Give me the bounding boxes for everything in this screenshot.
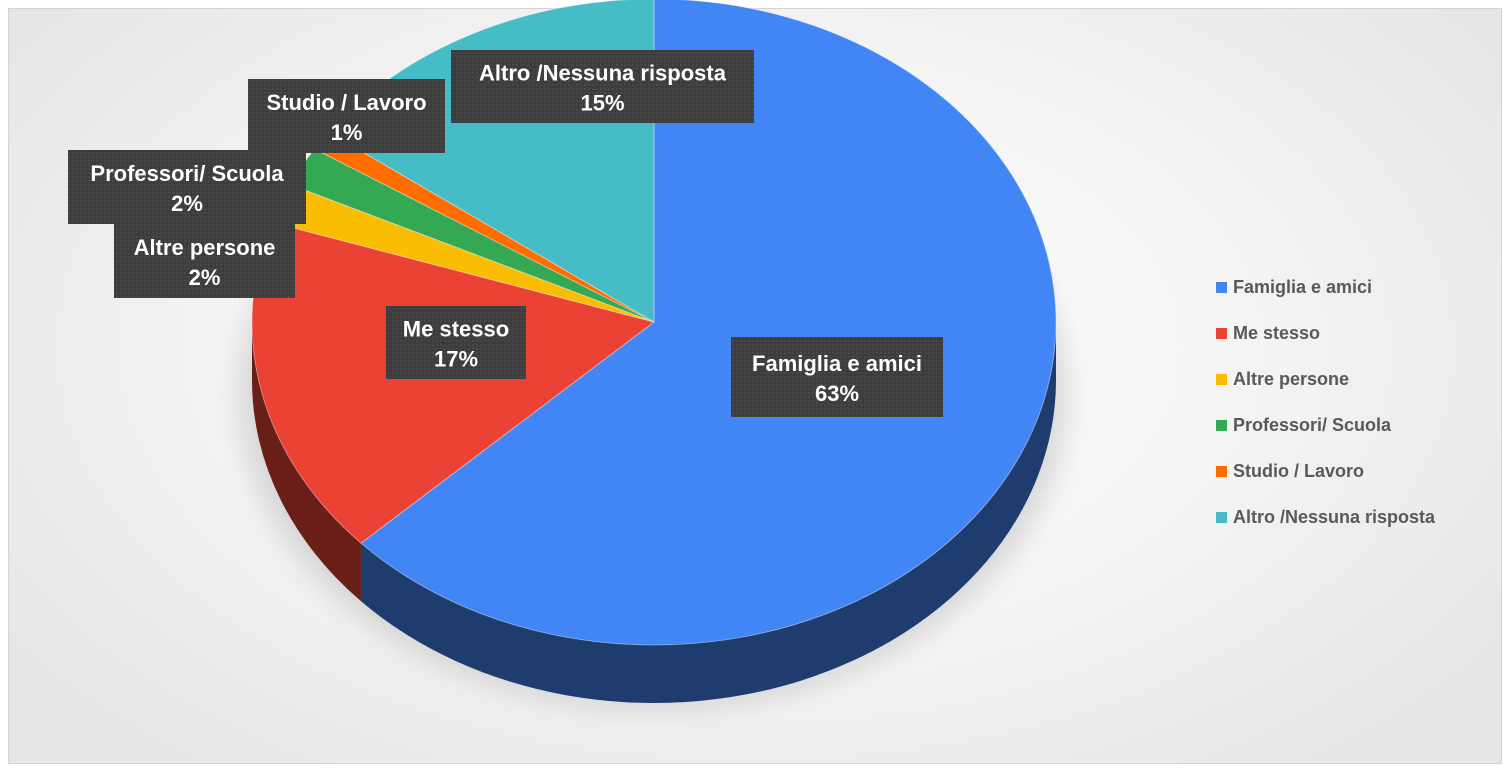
data-label-category: Professori/ Scuola: [90, 161, 284, 186]
data-label-category: Famiglia e amici: [752, 351, 922, 376]
legend-label: Famiglia e amici: [1233, 276, 1373, 297]
data-label-value: 63%: [815, 381, 859, 406]
legend-item: Professori/ Scuola: [1216, 402, 1435, 448]
data-label-value: 1%: [331, 120, 363, 145]
legend-label: Altre persone: [1233, 368, 1350, 389]
data-label-value: 17%: [434, 347, 478, 372]
legend-label: Professori/ Scuola: [1233, 414, 1392, 435]
legend-label: Altro /Nessuna risposta: [1233, 506, 1436, 527]
data-label-box: [386, 306, 526, 379]
data-label-box: [114, 224, 295, 298]
legend-item: Famiglia e amici: [1216, 264, 1435, 310]
data-label-box: [731, 337, 943, 417]
data-label-value: 2%: [189, 265, 221, 290]
slice-side: [252, 322, 361, 602]
data-label-category: Altro /Nessuna risposta: [479, 61, 727, 86]
data-label-box: [248, 79, 445, 153]
data-label-category: Altre persone: [134, 235, 276, 260]
legend-swatch: [1216, 511, 1227, 523]
data-label-value: 2%: [171, 191, 203, 216]
data-label-category: Me stesso: [403, 317, 509, 342]
pie-slice: [360, 0, 1057, 646]
legend-item: Studio / Lavoro: [1216, 448, 1435, 494]
legend-swatch: [1216, 373, 1227, 385]
legend: Famiglia e amici Me stesso Altre persone…: [1216, 264, 1435, 540]
legend-label: Me stesso: [1233, 322, 1321, 343]
legend-swatch: [1216, 281, 1227, 293]
legend-item: Altro /Nessuna risposta: [1216, 494, 1435, 540]
data-label-box: [68, 150, 306, 224]
legend-swatch: [1216, 419, 1227, 431]
slice-side: [360, 322, 1057, 703]
data-label-category: Studio / Lavoro: [266, 90, 426, 115]
legend-swatch: [1216, 465, 1227, 477]
legend-item: Me stesso: [1216, 310, 1435, 356]
legend-swatch: [1216, 327, 1227, 339]
legend-label: Studio / Lavoro: [1233, 460, 1365, 481]
legend-item: Altre persone: [1216, 356, 1435, 402]
data-label-value: 15%: [580, 91, 624, 116]
data-label-box: [451, 50, 754, 123]
